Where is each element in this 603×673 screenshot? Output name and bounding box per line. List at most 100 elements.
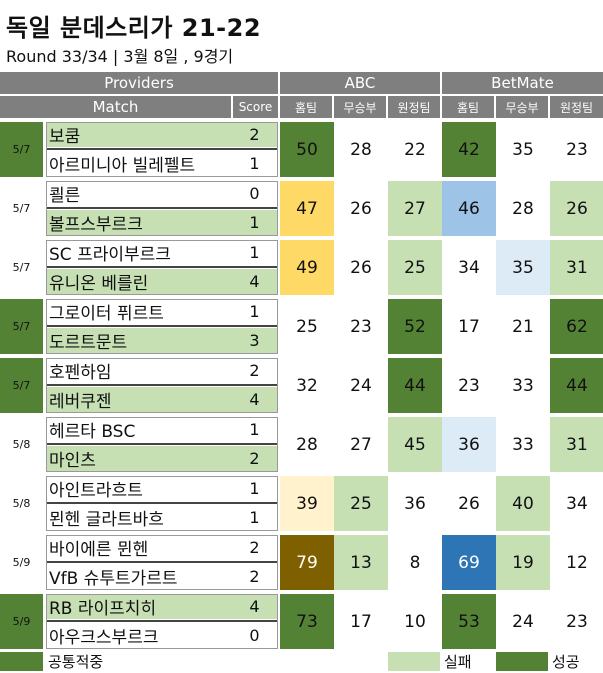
bet-draw-pct: 19 xyxy=(496,535,550,590)
match-date: 5/7 xyxy=(12,261,31,274)
bet-away-pct: 34 xyxy=(566,493,588,514)
row-separator xyxy=(46,443,278,445)
abc-home-pct: 32 xyxy=(296,375,318,396)
home-score: 2 xyxy=(249,538,260,557)
row-separator xyxy=(46,266,278,268)
header-match: Match xyxy=(0,96,231,118)
match-row: 5/7 쾰른 0 볼프스부르크 1 47 26 27 46 28 26 xyxy=(0,181,603,236)
abc-home-pct: 47 xyxy=(280,181,334,236)
home-team: 호펜하임 xyxy=(49,363,112,383)
match-date: 5/7 xyxy=(0,358,43,413)
bet-draw-pct: 35 xyxy=(512,139,534,160)
home-team: 아인트라흐트 xyxy=(49,481,143,501)
home-team: 헤르타 BSC xyxy=(49,422,136,442)
abc-home-pct: 50 xyxy=(280,122,334,177)
legend-common-label: 공통적중 xyxy=(48,653,104,671)
match-date: 5/8 xyxy=(12,497,31,510)
match-date: 5/8 xyxy=(12,438,31,451)
header-abc-draw: 무승부 xyxy=(334,96,386,118)
page-title: 독일 분데스리가 21-22 xyxy=(6,14,262,42)
home-score: 0 xyxy=(249,184,260,203)
abc-draw-pct: 25 xyxy=(334,476,388,531)
bet-home-pct: 26 xyxy=(458,493,480,514)
away-team: VfB 슈투트가르트 xyxy=(49,569,178,589)
bet-draw-pct: 40 xyxy=(496,476,550,531)
match-date: 5/7 xyxy=(12,202,31,215)
away-team: 마인츠 xyxy=(46,446,231,471)
away-team: 묀헨 글라트바흐 xyxy=(49,510,164,530)
row-separator xyxy=(46,325,278,327)
match-outline xyxy=(46,535,278,590)
home-team: 보쿰 xyxy=(46,122,231,147)
header-abc-home: 홈팀 xyxy=(280,96,332,118)
away-score: 1 xyxy=(231,210,278,235)
bet-draw-pct: 28 xyxy=(512,198,534,219)
home-team: 쾰른 xyxy=(49,186,81,206)
bet-home-pct: 36 xyxy=(442,417,496,472)
abc-away-pct: 52 xyxy=(388,299,442,354)
match-outline xyxy=(46,240,278,295)
away-score: 0 xyxy=(249,626,260,645)
away-team: 아우크스부르크 xyxy=(49,628,159,648)
legend-success-swatch xyxy=(496,652,548,671)
match-outline xyxy=(46,476,278,531)
abc-away-pct: 8 xyxy=(409,552,421,573)
abc-home-pct: 49 xyxy=(280,240,334,295)
match-row: 5/7 호펜하임 2 레버쿠젠 4 32 24 44 23 33 44 xyxy=(0,358,603,413)
row-separator xyxy=(46,620,278,622)
away-score: 2 xyxy=(231,446,278,471)
header-abc: ABC xyxy=(280,72,440,94)
bet-away-pct: 31 xyxy=(550,240,603,295)
match-row: 5/8 아인트라흐트 1 묀헨 글라트바흐 1 39 25 36 26 40 3… xyxy=(0,476,603,531)
away-team: 아르미니아 빌레펠트 xyxy=(49,156,196,176)
abc-draw-pct: 26 xyxy=(350,198,372,219)
home-score: 2 xyxy=(249,361,260,380)
legend-fail-label: 실패 xyxy=(444,653,472,671)
bet-home-pct: 46 xyxy=(442,181,496,236)
away-team: 레버쿠젠 xyxy=(46,387,231,412)
abc-away-pct: 22 xyxy=(404,139,426,160)
abc-draw-pct: 26 xyxy=(350,257,372,278)
bet-away-pct: 26 xyxy=(550,181,603,236)
bet-draw-pct: 21 xyxy=(512,316,534,337)
match-date: 5/7 xyxy=(0,299,43,354)
abc-draw-pct: 17 xyxy=(350,611,372,632)
home-team: RB 라이프치히 xyxy=(46,594,231,619)
home-score: 1 xyxy=(249,302,260,321)
legend-fail-swatch xyxy=(388,652,440,671)
abc-away-pct: 10 xyxy=(404,611,426,632)
bet-home-pct: 69 xyxy=(442,535,496,590)
abc-home-pct: 28 xyxy=(296,434,318,455)
abc-draw-pct: 24 xyxy=(350,375,372,396)
header-score: Score xyxy=(233,96,278,118)
legend-success-label: 성공 xyxy=(552,653,580,671)
abc-away-pct: 25 xyxy=(388,240,442,295)
match-row: 5/7 보쿰 2 아르미니아 빌레펠트 1 50 28 22 42 35 23 xyxy=(0,122,603,177)
abc-home-pct: 39 xyxy=(280,476,334,531)
bet-home-pct: 23 xyxy=(458,375,480,396)
home-team: 바이에른 뮌헨 xyxy=(49,540,149,560)
match-row: 5/7 그로이터 퓌르트 1 도르트문트 3 25 23 52 17 21 62 xyxy=(0,299,603,354)
home-score: 1 xyxy=(249,243,260,262)
abc-draw-pct: 27 xyxy=(350,434,372,455)
away-score: 4 xyxy=(231,269,278,294)
abc-home-pct: 73 xyxy=(280,594,334,649)
away-score: 1 xyxy=(249,154,260,173)
header-bet-away: 원정팀 xyxy=(550,96,603,118)
away-team: 유니온 베를린 xyxy=(46,269,231,294)
bet-draw-pct: 33 xyxy=(512,375,534,396)
match-row: 5/9 RB 라이프치히 4 아우크스부르크 0 73 17 10 53 24 … xyxy=(0,594,603,649)
match-row: 5/7 SC 프라이부르크 1 유니온 베를린 4 49 26 25 34 35… xyxy=(0,240,603,295)
away-team: 볼프스부르크 xyxy=(46,210,231,235)
legend-common-swatch xyxy=(0,652,43,671)
header-abc-away: 원정팀 xyxy=(388,96,440,118)
away-score: 4 xyxy=(231,387,278,412)
bet-draw-pct: 35 xyxy=(496,240,550,295)
match-row: 5/9 바이에른 뮌헨 2 VfB 슈투트가르트 2 79 13 8 69 19… xyxy=(0,535,603,590)
bet-draw-pct: 33 xyxy=(512,434,534,455)
bet-away-pct: 12 xyxy=(566,552,588,573)
match-outline xyxy=(46,122,278,177)
bet-away-pct: 23 xyxy=(566,611,588,632)
row-separator xyxy=(46,502,278,504)
abc-away-pct: 45 xyxy=(388,417,442,472)
